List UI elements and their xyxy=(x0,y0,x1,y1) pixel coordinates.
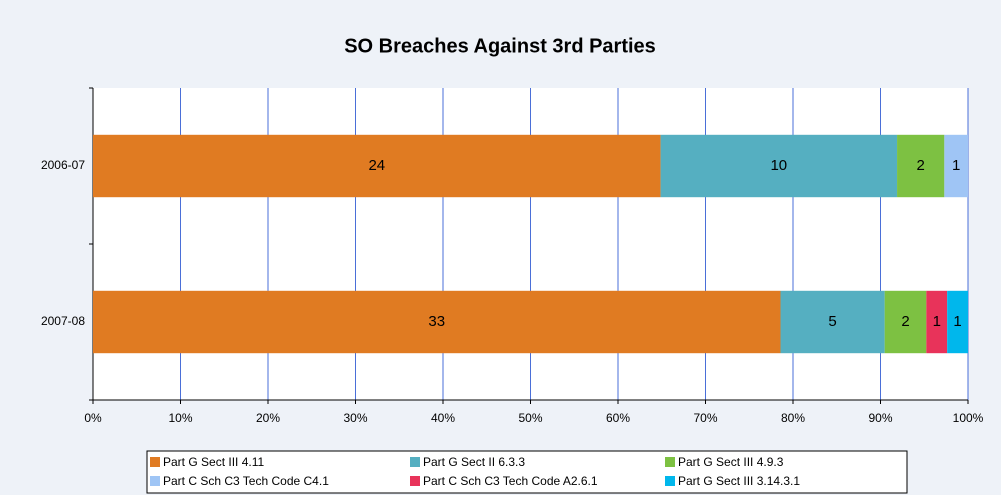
bar-segment xyxy=(660,134,898,198)
y-tick-label: 2006-07 xyxy=(41,158,85,172)
y-tick-label: 2007-08 xyxy=(41,314,85,328)
x-tick-label: 90% xyxy=(868,411,892,425)
legend-label: Part G Sect III 4.9.3 xyxy=(678,455,784,469)
x-tick-label: 80% xyxy=(781,411,805,425)
data-label: 33 xyxy=(428,313,445,330)
chart-title: SO Breaches Against 3rd Parties xyxy=(344,35,656,57)
legend-swatch xyxy=(150,457,160,467)
data-label: 2 xyxy=(901,313,909,330)
legend-swatch xyxy=(665,476,675,486)
x-tick-label: 10% xyxy=(168,411,192,425)
legend-box xyxy=(146,450,908,494)
data-label: 24 xyxy=(368,157,385,174)
x-tick-label: 30% xyxy=(343,411,367,425)
legend-label: Part C Sch C3 Tech Code C4.1 xyxy=(163,474,329,488)
legend-label: Part G Sect III 4.11 xyxy=(163,455,264,469)
bar-segment xyxy=(93,134,661,198)
legend-swatch xyxy=(410,457,420,467)
legend-label: Part G Sect III 3.14.3.1 xyxy=(678,474,800,488)
x-tick-label: 70% xyxy=(693,411,717,425)
data-label: 1 xyxy=(933,313,941,330)
bar-segment xyxy=(926,290,948,354)
legend-swatch xyxy=(410,476,420,486)
bar-segment xyxy=(897,134,945,198)
x-tick-label: 100% xyxy=(953,411,984,425)
legend-label: Part C Sch C3 Tech Code A2.6.1 xyxy=(423,474,598,488)
x-tick-label: 40% xyxy=(431,411,455,425)
legend-swatch xyxy=(665,457,675,467)
legend-swatch xyxy=(150,476,160,486)
data-label: 2 xyxy=(917,157,925,174)
legend-label: Part G Sect II 6.3.3 xyxy=(423,455,525,469)
data-label: 1 xyxy=(953,313,961,330)
bar-segment xyxy=(884,290,927,354)
x-tick-label: 20% xyxy=(256,411,280,425)
bar-segment xyxy=(947,290,968,354)
data-label: 5 xyxy=(828,313,836,330)
bar-segment xyxy=(944,134,968,198)
bar-segment xyxy=(780,290,885,354)
data-label: 1 xyxy=(952,157,960,174)
x-tick-label: 0% xyxy=(84,411,102,425)
x-tick-label: 60% xyxy=(606,411,630,425)
x-tick-label: 50% xyxy=(518,411,542,425)
bar-segment xyxy=(93,290,781,354)
data-label: 10 xyxy=(770,157,787,174)
